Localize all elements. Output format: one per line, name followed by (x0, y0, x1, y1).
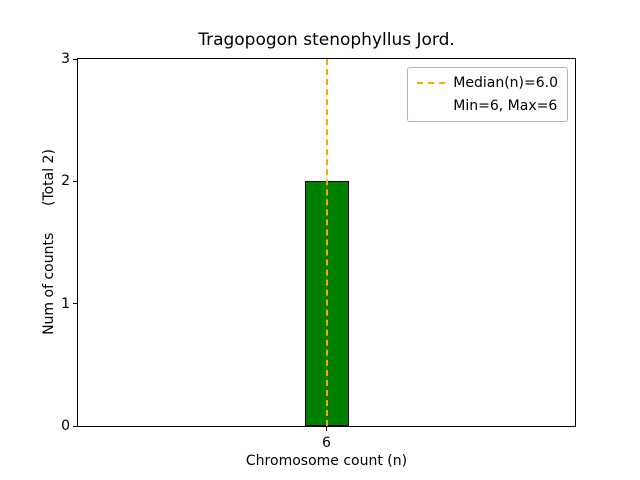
x-axis-label: Chromosome count (n) (245, 453, 408, 469)
median-line (325, 59, 328, 426)
legend-label-median: Median(n)=6.0 (453, 75, 558, 91)
plot-area: Median(n)=6.0 Min=6, Max=6 0 1 2 3 6 (61, 52, 576, 450)
legend-label-minmax: Min=6, Max=6 (453, 98, 558, 115)
y-tick-label: 1 (61, 295, 70, 312)
legend: Median(n)=6.0 Min=6, Max=6 (407, 67, 568, 123)
y-tick-mark (73, 180, 77, 182)
y-tick-label: 3 (61, 51, 70, 67)
legend-entry-minmax: Min=6, Max=6 (417, 98, 558, 114)
y-tick-label: 0 (61, 418, 70, 434)
y-tick-label: 2 (61, 173, 70, 190)
y-tick-mark (73, 58, 77, 60)
y-tick-mark (73, 425, 77, 427)
x-tick-mark (326, 427, 327, 431)
y-tick-mark (73, 303, 77, 305)
y-axis-label: Num of counts (Total 2) (41, 149, 57, 335)
legend-entry-median: Median(n)=6.0 (417, 75, 558, 91)
chart-title: Tragopogon stenophyllus Jord. (198, 30, 455, 50)
x-tick-label: 6 (322, 435, 331, 451)
median-line-legend-sample (417, 82, 446, 85)
